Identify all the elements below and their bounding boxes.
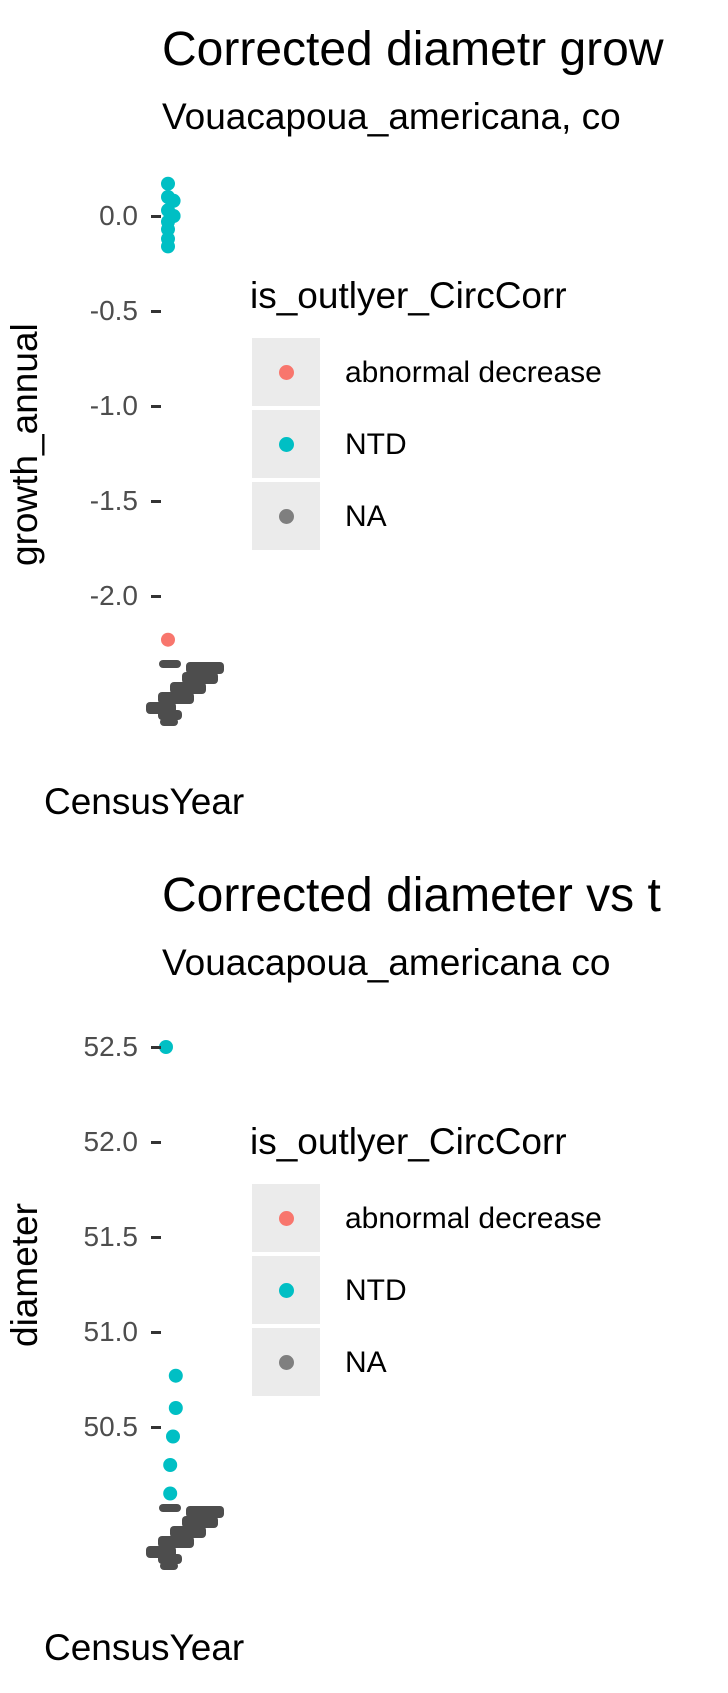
legend-item-na: NA bbox=[250, 482, 567, 554]
legend: is_outlyer_CircCorr abnormal decrease NT… bbox=[250, 275, 602, 554]
y-tick-label: -1.0 bbox=[89, 390, 138, 421]
legend-key bbox=[252, 482, 320, 550]
legend-dot bbox=[279, 1211, 294, 1226]
legend-dot bbox=[279, 1355, 294, 1370]
legend-dot bbox=[279, 365, 294, 380]
legend-dot bbox=[279, 1283, 294, 1298]
y-tick-mark bbox=[151, 215, 161, 218]
y-tick-mark bbox=[151, 310, 161, 313]
chart-title: Corrected diameter vs t bbox=[162, 869, 661, 922]
legend-item-abnormal-decrease: abnormal decrease bbox=[250, 1184, 602, 1256]
legend-item-abnormal-decrease: abnormal decrease bbox=[250, 338, 602, 410]
y-tick-label: -1.5 bbox=[89, 485, 138, 516]
legend-label: abnormal decrease bbox=[345, 356, 602, 389]
legend-title: is_outlyer_CircCorr bbox=[250, 1121, 567, 1162]
data-point bbox=[168, 1368, 183, 1383]
y-tick-mark bbox=[151, 405, 161, 408]
y-tick-mark bbox=[151, 500, 161, 503]
chart-subtitle: Vouacapoua_americana co bbox=[162, 942, 611, 983]
legend-title: is_outlyer_CircCorr bbox=[250, 275, 567, 316]
y-tick-label: 51.5 bbox=[83, 1221, 139, 1252]
y-tick-mark bbox=[151, 1141, 161, 1144]
y-axis-label: growth_annual bbox=[4, 323, 45, 566]
y-tick-label: 52.0 bbox=[83, 1126, 139, 1157]
legend: is_outlyer_CircCorr abnormal decrease NT… bbox=[250, 1121, 602, 1400]
data-point bbox=[161, 239, 175, 254]
data-point bbox=[159, 1040, 173, 1054]
y-axis-label: diameter bbox=[4, 1203, 45, 1347]
data-point bbox=[166, 1429, 180, 1444]
y-tick-mark bbox=[151, 1426, 161, 1429]
y-tick-mark bbox=[151, 1236, 161, 1239]
plot-area bbox=[146, 1040, 224, 1570]
y-tick-label: 0.0 bbox=[99, 200, 138, 231]
overplotted-x-tick-labels bbox=[146, 660, 224, 726]
y-tick-label: -2.0 bbox=[89, 580, 138, 611]
data-point bbox=[163, 1458, 178, 1472]
overplotted-x-tick-labels bbox=[146, 1504, 224, 1570]
y-tick-label: 50.5 bbox=[83, 1411, 139, 1442]
legend-key bbox=[252, 1256, 320, 1324]
x-axis-label: CensusYear bbox=[44, 1627, 245, 1668]
legend-dot bbox=[279, 509, 294, 524]
x-axis-label: CensusYear bbox=[44, 781, 245, 822]
legend-label: NTD bbox=[345, 1274, 407, 1307]
chart-growth-annual: Corrected diametr grow Vouacapoua_americ… bbox=[0, 0, 728, 846]
legend-item-ntd: NTD bbox=[250, 410, 567, 482]
plot-area bbox=[146, 176, 224, 726]
legend-label: NTD bbox=[345, 428, 407, 461]
legend-label: NA bbox=[345, 1346, 387, 1379]
chart-title: Corrected diametr grow bbox=[162, 23, 664, 76]
legend-item-ntd: NTD bbox=[250, 1256, 567, 1328]
legend-label: NA bbox=[345, 500, 387, 533]
y-tick-mark bbox=[151, 1331, 161, 1334]
y-tick-label: -0.5 bbox=[89, 295, 138, 326]
legend-key bbox=[252, 1184, 320, 1252]
data-point bbox=[161, 632, 175, 647]
legend-dot bbox=[279, 437, 294, 452]
legend-key bbox=[252, 338, 320, 406]
y-tick-mark bbox=[151, 1046, 161, 1049]
chart-subtitle: Vouacapoua_americana, co bbox=[162, 96, 621, 137]
legend-key bbox=[252, 1328, 320, 1396]
legend-key bbox=[252, 410, 320, 478]
data-point bbox=[161, 176, 175, 191]
data-point bbox=[168, 1401, 183, 1415]
y-tick-label: 52.5 bbox=[83, 1031, 139, 1062]
y-tick-label: 51.0 bbox=[83, 1316, 139, 1347]
data-point bbox=[163, 1486, 178, 1501]
y-tick-mark bbox=[151, 595, 161, 598]
legend-label: abnormal decrease bbox=[345, 1202, 602, 1235]
legend-item-na: NA bbox=[250, 1328, 567, 1400]
chart-diameter: Corrected diameter vs t Vouacapoua_ameri… bbox=[0, 846, 728, 1693]
